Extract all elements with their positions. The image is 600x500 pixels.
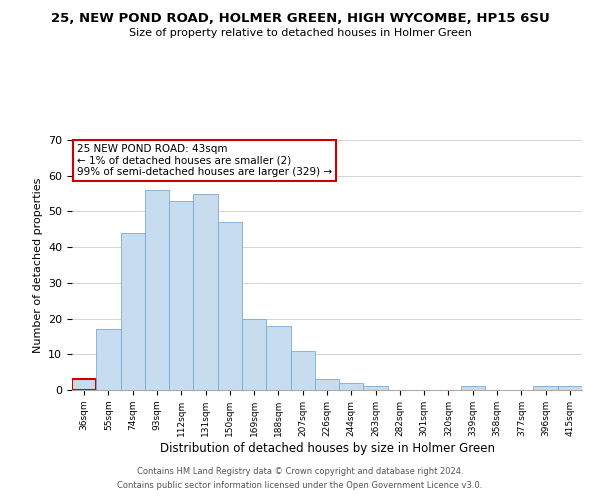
Text: 25 NEW POND ROAD: 43sqm
← 1% of detached houses are smaller (2)
99% of semi-deta: 25 NEW POND ROAD: 43sqm ← 1% of detached… bbox=[77, 144, 332, 177]
Bar bbox=[364, 386, 388, 390]
Bar bbox=[558, 386, 582, 390]
X-axis label: Distribution of detached houses by size in Holmer Green: Distribution of detached houses by size … bbox=[160, 442, 494, 454]
Bar bbox=[121, 233, 145, 390]
Text: Contains public sector information licensed under the Open Government Licence v3: Contains public sector information licen… bbox=[118, 481, 482, 490]
Bar bbox=[339, 383, 364, 390]
Bar bbox=[461, 386, 485, 390]
Bar bbox=[169, 200, 193, 390]
Text: Contains HM Land Registry data © Crown copyright and database right 2024.: Contains HM Land Registry data © Crown c… bbox=[137, 467, 463, 476]
Bar bbox=[72, 380, 96, 390]
Bar bbox=[218, 222, 242, 390]
Bar bbox=[533, 386, 558, 390]
Bar bbox=[290, 350, 315, 390]
Bar bbox=[96, 330, 121, 390]
Text: 25, NEW POND ROAD, HOLMER GREEN, HIGH WYCOMBE, HP15 6SU: 25, NEW POND ROAD, HOLMER GREEN, HIGH WY… bbox=[50, 12, 550, 26]
Bar bbox=[145, 190, 169, 390]
Bar bbox=[266, 326, 290, 390]
Bar bbox=[315, 380, 339, 390]
Y-axis label: Number of detached properties: Number of detached properties bbox=[32, 178, 43, 352]
Bar bbox=[193, 194, 218, 390]
Bar bbox=[242, 318, 266, 390]
Text: Size of property relative to detached houses in Holmer Green: Size of property relative to detached ho… bbox=[128, 28, 472, 38]
